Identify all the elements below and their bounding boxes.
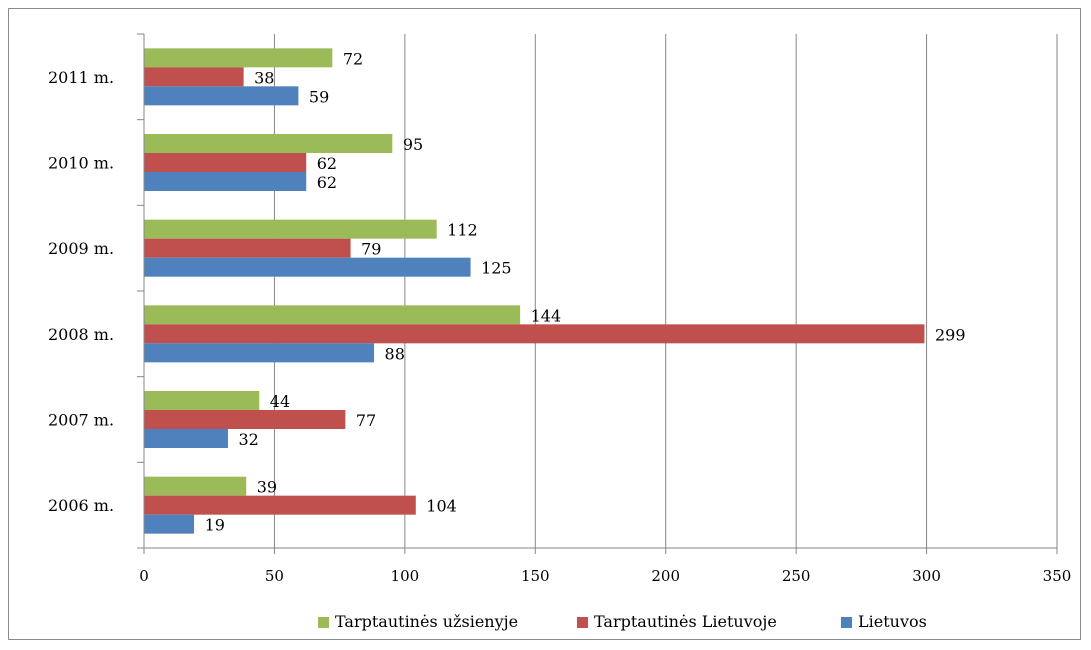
- bar: [144, 134, 393, 153]
- category-label: 2008 m.: [48, 325, 114, 344]
- category-label: 2010 m.: [48, 154, 114, 173]
- bar: [144, 219, 437, 239]
- data-label: 144: [531, 306, 562, 325]
- bar: [144, 324, 925, 344]
- data-label: 44: [270, 392, 290, 411]
- bar: [144, 67, 244, 87]
- data-label: 79: [361, 240, 381, 259]
- data-label: 19: [205, 516, 225, 535]
- bar: [144, 429, 228, 448]
- data-label: 95: [403, 135, 423, 154]
- x-tick-label: 0: [139, 567, 149, 585]
- bar: [144, 238, 351, 258]
- category-label: 2006 m.: [48, 496, 114, 515]
- bar: [144, 86, 299, 106]
- bar: [144, 514, 195, 534]
- data-label: 112: [447, 221, 478, 240]
- legend-swatch: [841, 617, 852, 628]
- data-label: 299: [935, 325, 966, 344]
- data-label: 62: [317, 173, 337, 192]
- bar: [144, 476, 247, 496]
- bar: [144, 48, 333, 68]
- gridlines: [273, 34, 1058, 548]
- bar: [144, 172, 307, 191]
- x-tick-label: 50: [265, 567, 284, 585]
- x-tick-label: 200: [651, 567, 680, 585]
- category-label: 2007 m.: [48, 411, 114, 430]
- bar: [144, 305, 521, 325]
- legend-label: Lietuvos: [858, 612, 927, 631]
- legend-swatch: [577, 617, 588, 628]
- bars: [144, 48, 925, 534]
- category-label: 2009 m.: [48, 239, 114, 258]
- data-label: 88: [385, 344, 405, 363]
- data-label: 32: [238, 430, 258, 449]
- legend: Tarptautinės užsienyje Tarptautinės Lietu…: [318, 612, 927, 631]
- legend-swatch: [318, 617, 329, 628]
- category-label: 2011 m.: [48, 68, 114, 87]
- x-tick-label: 100: [391, 567, 420, 585]
- x-tick-label: 150: [521, 567, 550, 585]
- data-label: 39: [257, 478, 277, 497]
- bar: [144, 153, 307, 172]
- data-label: 38: [254, 68, 274, 87]
- legend-label: Tarptautinės Lietuvoje: [594, 612, 777, 631]
- data-label: 72: [343, 49, 363, 68]
- data-label: 125: [481, 259, 512, 278]
- data-label: 62: [317, 154, 337, 173]
- bar: [144, 257, 471, 277]
- data-label: 104: [426, 497, 457, 516]
- data-label: 77: [356, 411, 376, 430]
- bar: [144, 391, 260, 410]
- bar: [144, 495, 416, 515]
- x-tick-label: 300: [912, 567, 941, 585]
- x-tick-label: 250: [782, 567, 811, 585]
- x-tick-label: 350: [1043, 567, 1072, 585]
- bar: [144, 343, 375, 363]
- legend-label: Tarptautinės užsienyje: [335, 612, 518, 631]
- axes: 0 50 100 150 200 250 300 350 2011 m. 2010 m. 2009 …: [48, 33, 1072, 585]
- data-label: 59: [309, 87, 329, 106]
- bar: [144, 410, 346, 429]
